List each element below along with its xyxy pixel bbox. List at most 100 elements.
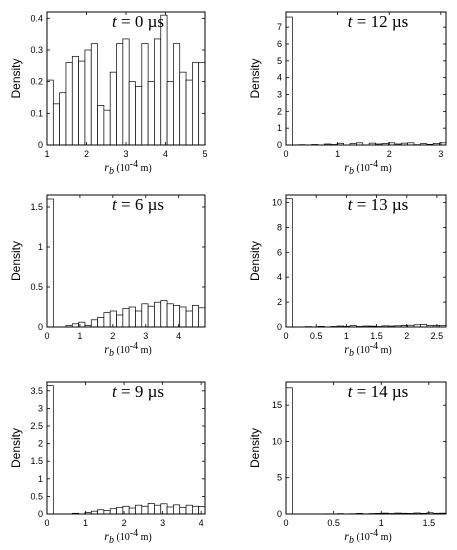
histogram-bar: [103, 312, 111, 328]
chart-panel-2: 0 1 2 3 4 0 0.5 1 1.5 t = 6 µs Density rb (10-4 m): [9, 194, 206, 359]
y-tick-label: 0: [277, 140, 282, 150]
histogram-bar: [285, 16, 293, 146]
histogram-bar: [109, 71, 117, 146]
histogram-bar: [116, 43, 124, 146]
y-tick-label: 0: [38, 140, 43, 150]
axes-frame: [285, 381, 447, 515]
chart-panel-0: 1 2 3 4 5 0 0.1 0.2 0.3 0.4 t = 0 µs Density rb (10-…: [9, 11, 208, 177]
histogram-bar: [59, 92, 67, 146]
x-tick-label: 1: [83, 518, 88, 528]
histogram-bar: [46, 385, 54, 515]
histogram-bar: [192, 505, 200, 515]
histogram-bar: [122, 308, 130, 328]
y-tick-label: 15: [272, 400, 282, 410]
histogram-bar: [160, 300, 168, 328]
x-axis-label: rb (10-4 m): [104, 341, 151, 359]
histogram-bar: [166, 506, 174, 515]
axes-frame: [285, 194, 447, 328]
y-axis-label: Density: [9, 428, 23, 468]
y-tick-label: 1: [38, 242, 43, 252]
y-axis-label: Density: [9, 241, 23, 281]
y-axis-label: Density: [9, 58, 23, 98]
histogram-bar: [46, 79, 54, 146]
histogram-bar: [147, 305, 155, 328]
y-tick-label: 4: [277, 272, 282, 282]
y-tick-label: 10: [272, 436, 282, 446]
histogram-bar: [154, 38, 162, 146]
histogram-bar: [103, 510, 111, 515]
x-axis-label: rb (10-4 m): [344, 528, 391, 546]
histogram-bar: [198, 62, 206, 146]
histogram-bar: [90, 319, 98, 328]
x-tick-label: 2: [387, 149, 392, 159]
x-tick-label: 1: [44, 149, 49, 159]
histogram-bar: [154, 301, 162, 328]
y-tick-label: 8: [277, 222, 282, 232]
histogram-bar: [141, 505, 149, 515]
histogram-bar: [109, 310, 117, 328]
y-tick-label: 3: [277, 89, 282, 99]
y-tick-label: 0.4: [30, 13, 43, 23]
histogram-bar: [103, 109, 111, 146]
histogram-bar: [52, 103, 60, 146]
histogram-bar: [116, 314, 124, 328]
histogram-bar: [128, 81, 136, 146]
y-tick-label: 10: [272, 197, 282, 207]
y-tick-label: 2: [277, 106, 282, 116]
histogram-bar: [109, 508, 117, 515]
histogram-bar: [116, 506, 124, 515]
y-tick-label: 0: [277, 322, 282, 332]
y-tick-label: 3: [38, 403, 43, 413]
histogram-bar: [160, 503, 168, 515]
y-tick-label: 4: [277, 73, 282, 83]
axes-frame: [46, 381, 206, 515]
y-tick-label: 0.3: [30, 45, 43, 55]
y-tick-label: 0.1: [30, 108, 43, 118]
y-axis-label: Density: [248, 58, 262, 98]
x-tick-label: 0: [44, 518, 49, 528]
x-tick-label: 2: [84, 149, 89, 159]
y-tick-label: 2: [38, 439, 43, 449]
histogram-bar: [78, 60, 86, 146]
y-tick-label: 0: [277, 509, 282, 519]
x-tick-label: 5: [202, 149, 207, 159]
y-tick-label: 1: [38, 474, 43, 484]
histogram-bar: [173, 43, 181, 146]
y-tick-label: 1.5: [30, 456, 43, 466]
y-tick-label: 6: [277, 39, 282, 49]
histogram-bar: [192, 305, 200, 328]
chart-panel-1: 0 1 2 3 0 1 2 3 4 5 6 7 t = 12 µs Density rb (10-4 m): [248, 11, 447, 177]
y-tick-label: 0: [38, 509, 43, 519]
chart-panel-5: 0 0.5 1 1.5 0 5 10 15 t = 14 µs Density rb (10-4 m…: [248, 381, 447, 546]
x-tick-label: 0: [283, 149, 288, 159]
y-tick-label: 7: [277, 22, 282, 32]
histogram-bar: [128, 507, 136, 515]
x-tick-label: 1: [335, 149, 340, 159]
chart-panel-4: 0 1 2 3 4 0 0.5 1 1.5 2 2.5 3 3.5 t = 9 µs Density rb (…: [9, 381, 206, 546]
x-axis-label: rb (10-4 m): [104, 159, 151, 177]
chart-title: t = 0 µs: [112, 12, 164, 31]
chart-title: t = 14 µs: [348, 382, 408, 401]
y-axis-label: Density: [248, 241, 262, 281]
axes-frame: [46, 194, 206, 328]
x-tick-label: 1.5: [423, 518, 436, 528]
y-tick-label: 0.2: [30, 77, 43, 87]
x-tick-label: 4: [163, 149, 168, 159]
x-tick-label: 3: [123, 149, 128, 159]
x-tick-label: 3: [438, 149, 443, 159]
x-tick-label: 3: [160, 518, 165, 528]
histogram-bar: [97, 317, 105, 328]
x-tick-label: 1.5: [370, 331, 383, 341]
histogram-bar: [179, 71, 187, 146]
x-tick-label: 0.5: [310, 331, 323, 341]
chart-title: t = 12 µs: [348, 12, 408, 31]
y-tick-label: 0.5: [30, 282, 43, 292]
histogram-bar: [185, 79, 193, 146]
histogram-bar: [141, 43, 149, 146]
x-tick-label: 2: [122, 518, 127, 528]
histogram-bar: [173, 305, 181, 328]
x-tick-label: 1: [344, 331, 349, 341]
histogram-bar: [141, 303, 149, 328]
y-tick-label: 3.5: [30, 386, 43, 396]
axes-frame: [285, 11, 447, 146]
